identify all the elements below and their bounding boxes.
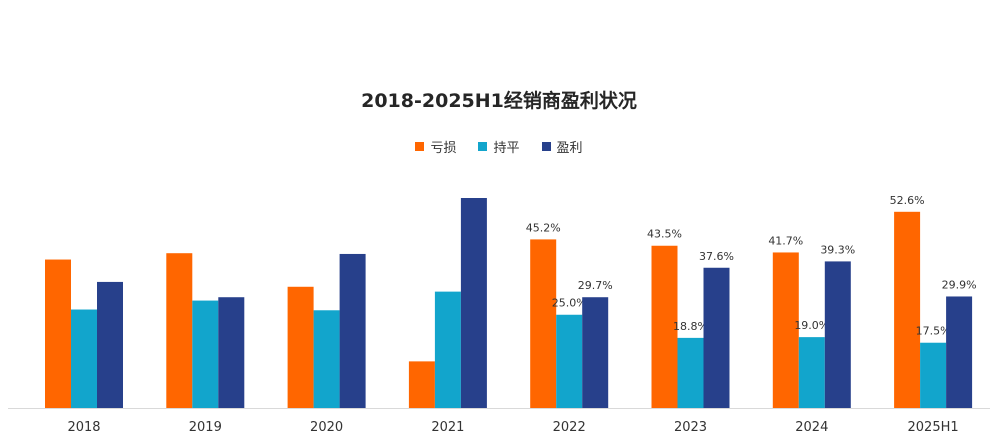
bar-loss-2023 bbox=[651, 245, 678, 408]
bar-flat-2023 bbox=[677, 337, 704, 408]
x-tick-label-2019: 2019 bbox=[189, 420, 222, 435]
bar-profit-2025H1 bbox=[946, 296, 973, 408]
bar-loss-2025H1 bbox=[894, 211, 921, 408]
data-label-profit-2024: 39.3% bbox=[820, 243, 855, 256]
bar-flat-2024 bbox=[798, 337, 825, 408]
bar-profit-2020 bbox=[339, 253, 366, 408]
x-tick-label-2022: 2022 bbox=[553, 420, 586, 435]
bar-loss-2022 bbox=[530, 239, 557, 408]
data-label-flat-2022: 25.0% bbox=[552, 297, 587, 310]
bar-flat-2019 bbox=[192, 300, 219, 408]
legend-swatch-profit bbox=[541, 142, 551, 151]
bar-flat-2022 bbox=[556, 314, 583, 408]
legend-label-profit: 盈利 bbox=[556, 141, 583, 156]
legend-item-flat: 持平 bbox=[478, 137, 520, 156]
bar-flat-2021 bbox=[434, 291, 461, 408]
data-label-profit-2025H1: 29.9% bbox=[942, 278, 977, 291]
bar-profit-2024 bbox=[824, 261, 851, 408]
legend-swatch-loss bbox=[415, 142, 425, 151]
data-label-loss-2025H1: 52.6% bbox=[890, 194, 925, 207]
x-tick-label-2021: 2021 bbox=[431, 420, 464, 435]
legend-item-profit: 盈利 bbox=[541, 137, 583, 156]
legend-label-flat: 持平 bbox=[493, 141, 520, 156]
data-label-loss-2023: 43.5% bbox=[647, 228, 682, 241]
bar-profit-2022 bbox=[582, 297, 609, 408]
legend-swatch-flat bbox=[478, 142, 488, 151]
bar-flat-2025H1 bbox=[920, 342, 947, 408]
x-tick-label-2018: 2018 bbox=[67, 420, 100, 435]
legend-label-loss: 亏损 bbox=[430, 141, 457, 156]
bar-loss-2019 bbox=[166, 253, 193, 408]
bar-loss-2021 bbox=[408, 361, 435, 408]
bar-profit-2018 bbox=[97, 281, 123, 408]
data-label-profit-2022: 29.7% bbox=[578, 279, 613, 292]
bar-profit-2021 bbox=[460, 198, 487, 408]
legend-item-loss: 亏损 bbox=[415, 137, 456, 156]
chart-legend: 亏损 持平 盈利 bbox=[0, 137, 998, 156]
data-label-flat-2025H1: 17.5% bbox=[916, 325, 951, 338]
bar-loss-2018 bbox=[45, 259, 71, 408]
data-label-loss-2024: 41.7% bbox=[768, 234, 803, 247]
chart-title: 2018-2025H1经销商盈利状况 bbox=[361, 90, 637, 112]
bar-loss-2024 bbox=[772, 252, 799, 408]
bar-loss-2020 bbox=[287, 286, 314, 408]
data-label-loss-2022: 45.2% bbox=[526, 221, 561, 234]
x-tick-label-2020: 2020 bbox=[310, 420, 343, 435]
bar-profit-2023 bbox=[703, 267, 730, 408]
bar-profit-2019 bbox=[218, 297, 245, 408]
x-tick-label-2024: 2024 bbox=[795, 420, 828, 435]
data-label-flat-2024: 19.0% bbox=[794, 319, 829, 332]
x-tick-label-2023: 2023 bbox=[674, 420, 707, 435]
bar-flat-2018 bbox=[71, 309, 97, 408]
data-label-profit-2023: 37.6% bbox=[699, 250, 734, 263]
x-tick-label-2025H1: 2025H1 bbox=[908, 420, 959, 435]
data-label-flat-2023: 18.8% bbox=[673, 320, 708, 333]
bar-flat-2020 bbox=[313, 310, 340, 408]
